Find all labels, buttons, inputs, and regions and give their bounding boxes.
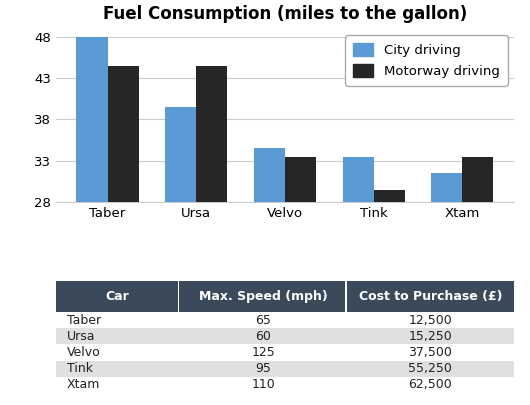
Bar bbox=[347, 281, 514, 312]
Bar bbox=[342, 157, 374, 405]
Text: 37,500: 37,500 bbox=[409, 346, 453, 359]
Text: Xtam: Xtam bbox=[67, 378, 101, 391]
Text: 110: 110 bbox=[251, 378, 275, 391]
Bar bbox=[180, 377, 347, 393]
Text: 125: 125 bbox=[251, 346, 275, 359]
Text: Ursa: Ursa bbox=[67, 330, 95, 343]
Bar bbox=[180, 312, 347, 328]
Text: 95: 95 bbox=[255, 362, 271, 375]
Bar bbox=[180, 281, 347, 312]
Text: Velvo: Velvo bbox=[67, 346, 101, 359]
Bar bbox=[431, 173, 462, 405]
Bar bbox=[178, 281, 180, 312]
Bar bbox=[347, 328, 514, 344]
Bar bbox=[56, 281, 180, 312]
Legend: City driving, Motorway driving: City driving, Motorway driving bbox=[346, 35, 508, 86]
Bar bbox=[462, 157, 493, 405]
Bar bbox=[180, 360, 347, 377]
Bar bbox=[180, 328, 347, 344]
Bar bbox=[56, 344, 180, 360]
Text: 62,500: 62,500 bbox=[409, 378, 452, 391]
Bar bbox=[56, 377, 180, 393]
Bar bbox=[56, 312, 180, 328]
Bar bbox=[180, 344, 347, 360]
Bar bbox=[347, 377, 514, 393]
Text: Cost to Purchase (£): Cost to Purchase (£) bbox=[359, 290, 502, 303]
Text: 15,250: 15,250 bbox=[409, 330, 452, 343]
Bar bbox=[196, 66, 227, 405]
Text: Tink: Tink bbox=[67, 362, 93, 375]
Text: 65: 65 bbox=[255, 314, 271, 327]
Text: 60: 60 bbox=[255, 330, 271, 343]
Text: 12,500: 12,500 bbox=[409, 314, 452, 327]
Bar bbox=[254, 148, 285, 405]
Bar bbox=[76, 36, 108, 405]
Bar bbox=[56, 328, 180, 344]
Bar bbox=[346, 281, 347, 312]
Text: Car: Car bbox=[105, 290, 129, 303]
Text: Taber: Taber bbox=[67, 314, 101, 327]
Bar bbox=[285, 157, 316, 405]
Bar bbox=[165, 107, 196, 405]
Bar bbox=[56, 360, 180, 377]
Bar bbox=[374, 190, 404, 405]
Bar bbox=[347, 360, 514, 377]
Bar bbox=[108, 66, 138, 405]
Bar bbox=[347, 312, 514, 328]
Text: 55,250: 55,250 bbox=[409, 362, 453, 375]
Title: Fuel Consumption (miles to the gallon): Fuel Consumption (miles to the gallon) bbox=[103, 4, 467, 23]
Bar bbox=[347, 344, 514, 360]
Text: Max. Speed (mph): Max. Speed (mph) bbox=[199, 290, 328, 303]
